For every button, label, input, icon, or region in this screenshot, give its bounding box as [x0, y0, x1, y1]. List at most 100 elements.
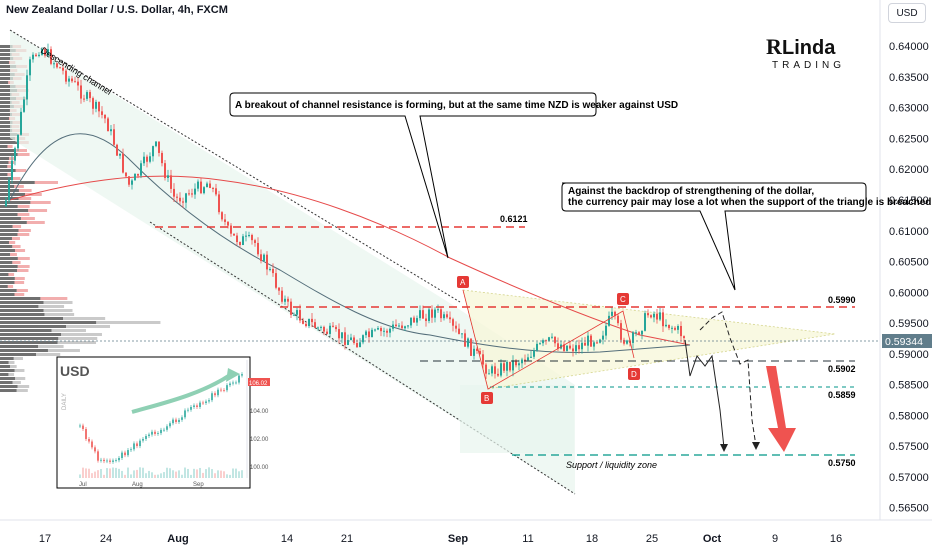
inset-volume-bar: [97, 470, 99, 478]
candle-body: [392, 324, 394, 329]
candle-body: [434, 309, 436, 318]
inset-candle-body: [79, 425, 81, 427]
y-tick-label: 0.61000: [889, 226, 929, 238]
inset-volume-bar: [199, 467, 201, 478]
volume-profile-bar: [34, 181, 59, 184]
volume-profile-bar: [43, 309, 73, 312]
inset-candle-body: [94, 447, 96, 452]
candle-body: [320, 326, 322, 328]
inset-volume-bar: [136, 469, 138, 478]
inset-trend-arrow: [131, 373, 232, 414]
inset-candle-body: [145, 436, 147, 439]
volume-profile-bar: [0, 81, 9, 84]
volume-profile-bar: [0, 177, 13, 180]
inset-volume-bar: [157, 474, 159, 478]
inset-candle-body: [136, 443, 138, 447]
volume-profile-bar: [14, 369, 25, 372]
callout-2-bubble: [561, 182, 867, 291]
candle-body: [305, 323, 307, 327]
point-d-marker: [628, 368, 640, 380]
candle-body: [410, 317, 412, 326]
inset-candle-body: [142, 438, 144, 441]
volume-profile-bar: [63, 317, 106, 320]
inset-candle-body: [187, 409, 189, 411]
candle-body: [77, 81, 79, 86]
inset-volume-bar: [223, 471, 225, 478]
volume-profile-bar: [43, 301, 73, 304]
candle-body: [275, 273, 277, 288]
inset-candle-body: [103, 459, 105, 462]
volume-profile-bar: [0, 225, 13, 228]
candle-body: [179, 197, 181, 202]
volume-profile-bar: [0, 285, 8, 288]
candle-body: [212, 187, 214, 189]
candle-body: [524, 359, 526, 361]
candle-body: [44, 49, 46, 56]
inset-volume-bar: [85, 468, 87, 478]
inset-candle-body: [172, 419, 174, 424]
inset-volume-bar: [169, 468, 171, 478]
inset-price-badge: [248, 378, 270, 386]
candle-body: [14, 148, 16, 161]
volume-profile-bar: [0, 349, 48, 352]
candle-body: [644, 313, 646, 331]
inset-candle-body: [190, 406, 192, 410]
candle-body: [209, 183, 211, 188]
candle-body: [557, 343, 559, 349]
volume-profile-bar: [96, 321, 161, 324]
volume-profile-bar: [0, 141, 18, 144]
point-b-label: B: [484, 394, 489, 403]
volume-profile-bar: [13, 357, 23, 360]
x-tick-label: 24: [100, 533, 112, 545]
volume-profile-bar: [0, 221, 27, 224]
inset-volume-bar: [229, 474, 231, 478]
candle-body: [512, 360, 514, 371]
candle-body: [488, 373, 490, 375]
candle-body: [101, 111, 103, 115]
inset-volume-bar: [139, 467, 141, 478]
currency-button[interactable]: USD: [888, 3, 926, 23]
candle-body: [53, 63, 55, 65]
inset-candle-body: [235, 382, 237, 384]
volume-profile-bar: [14, 277, 25, 280]
candle-body: [584, 342, 586, 346]
inset-candle-body: [175, 419, 177, 423]
volume-profile-bar: [0, 117, 10, 120]
inset-candle-body: [82, 425, 84, 430]
volume-profile-bar: [17, 265, 30, 268]
inset-x-tick-1: Jul: [79, 482, 87, 488]
y-tick-label: 0.60000: [889, 287, 929, 299]
inset-usd-chart: USD DAILY 106.02 104.00 102.00 100.00 Ju…: [56, 356, 270, 489]
current-price-text: 0.59344: [885, 336, 923, 348]
volume-profile-bar: [9, 241, 16, 244]
volume-profile-bar: [0, 185, 15, 188]
volume-profile-bar: [0, 233, 18, 236]
candle-body: [566, 345, 568, 351]
candle-body: [425, 318, 427, 321]
candle-body: [56, 63, 58, 68]
inset-candle-body: [202, 402, 204, 404]
candle-body: [122, 153, 124, 173]
level-0.5750-label: 0.5750: [828, 458, 856, 468]
candle-body: [74, 81, 76, 83]
candle-body: [308, 318, 310, 327]
inset-candle-body: [229, 383, 231, 386]
inset-volume-bar: [79, 474, 81, 478]
inset-volume-bar: [190, 474, 192, 478]
time-axis[interactable]: 17 24 Aug 14 21 Sep 11 18 25 Oct 9 16: [39, 533, 842, 545]
inset-volume-bar: [166, 467, 168, 478]
point-d-label: D: [631, 370, 637, 379]
y-tick-label: 0.62000: [889, 164, 929, 176]
candle-body: [299, 310, 301, 321]
volume-profile-bar: [0, 341, 58, 344]
inset-candle-body: [148, 434, 150, 437]
inset-candle-body: [166, 426, 168, 430]
candle-body: [479, 350, 481, 355]
candle-body: [188, 193, 190, 195]
candle-body: [32, 54, 34, 60]
candle-body: [107, 118, 109, 132]
logo-line-2: TRADING: [772, 60, 845, 71]
inset-volume-bar: [130, 474, 132, 478]
price-axis[interactable]: 0.64000 0.63500 0.63000 0.62500 0.62000 0.615…: [889, 41, 929, 515]
